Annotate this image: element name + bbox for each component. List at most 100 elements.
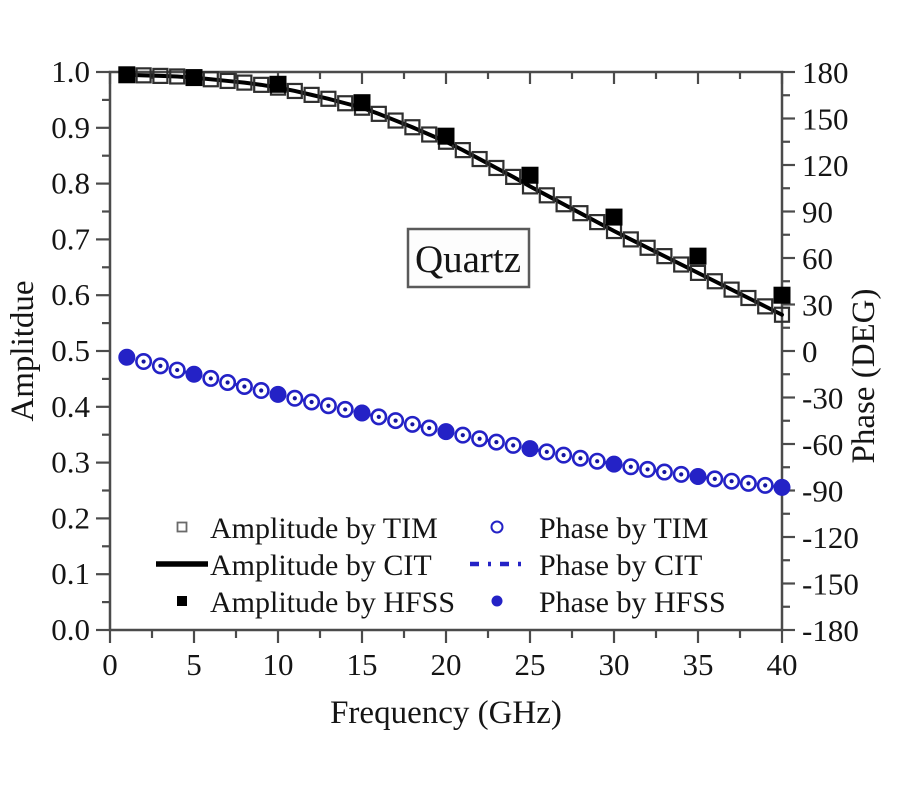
cit-phase-dot xyxy=(679,472,684,477)
right-tick-label: 180 xyxy=(802,55,849,90)
hfss-phase-marker xyxy=(689,468,707,485)
cit-phase-dot xyxy=(662,469,667,475)
right-tick-label: -60 xyxy=(802,427,843,462)
cit-phase-dot xyxy=(578,456,583,461)
legend-entry-label: Amplitude by TIM xyxy=(210,512,438,545)
left-tick-label: 0.5 xyxy=(51,333,90,368)
cit-phase-dot xyxy=(494,440,499,445)
tim-amplitude-marker xyxy=(706,273,723,290)
tim-amplitude-marker xyxy=(320,90,337,107)
tim-amplitude-marker xyxy=(773,306,791,323)
tim-amplitude-marker xyxy=(286,82,303,100)
tim-amplitude-marker xyxy=(169,68,186,85)
left-tick-label: 0.0 xyxy=(51,612,90,647)
tim-amplitude-marker xyxy=(370,105,387,122)
left-tick-label: 0.7 xyxy=(51,221,90,256)
tim-amplitude-marker xyxy=(337,95,354,112)
cit-phase-dotted-line xyxy=(126,355,783,489)
cit-phase-dot xyxy=(208,376,213,381)
hfss-amplitude-marker xyxy=(118,66,136,84)
right-tick-label: 30 xyxy=(802,288,833,323)
hfss-amplitude-marker xyxy=(185,69,203,87)
tim-amplitude-marker xyxy=(572,205,589,222)
hfss-amplitude-marker xyxy=(437,127,455,145)
tim-amplitude-marker xyxy=(135,67,152,84)
series-phase-by-cit xyxy=(126,355,783,489)
right-axis-label: Phase (DEG) xyxy=(846,288,882,463)
tim-amplitude-marker xyxy=(219,72,236,90)
cit-phase-dot xyxy=(376,414,381,419)
right-tick-label: -90 xyxy=(802,474,843,509)
hfss-phase-marker xyxy=(185,366,203,383)
tim-amplitude-marker xyxy=(673,256,690,273)
x-tick-label: 0 xyxy=(102,647,118,682)
legend-filled-circle-icon xyxy=(491,595,503,607)
tim-amplitude-marker xyxy=(555,196,572,213)
x-tick-label: 5 xyxy=(186,647,202,682)
series-amplitude-by-hfss xyxy=(118,66,791,304)
left-tick-label: 0.3 xyxy=(51,445,90,480)
left-tick-label: 0.2 xyxy=(51,500,90,535)
hfss-amplitude-marker xyxy=(353,94,371,112)
legend-open-square-icon xyxy=(176,521,188,533)
material-label-border xyxy=(406,227,531,289)
left-axis: 1.0 0.9 0.8 0.7 0.6 0.5 0.4 0.3 0.2 0.1 0.0 xyxy=(51,54,110,647)
tim-amplitude-marker xyxy=(387,112,404,129)
cit-phase-dot xyxy=(292,396,297,401)
x-tick-label: 25 xyxy=(515,647,546,682)
legend-entry-label: Amplitude by CIT xyxy=(210,549,432,582)
legend-entry-phase-by-hfss: Phase by HFSS xyxy=(491,586,726,619)
tim-amplitude-marker xyxy=(589,214,606,231)
cit-phase-dot xyxy=(746,481,751,486)
tim-amplitude-marker xyxy=(639,239,656,256)
tim-amplitude-marker xyxy=(757,298,774,315)
left-tick-label: 1.0 xyxy=(51,54,90,89)
cit-phase-dot xyxy=(645,467,650,472)
cit-phase-dot xyxy=(763,483,768,488)
left-tick-label: 0.6 xyxy=(51,277,90,312)
tim-amplitude-marker xyxy=(421,126,438,143)
tim-amplitude-marker xyxy=(152,67,169,85)
hfss-amplitude-marker xyxy=(689,247,707,265)
hfss-amplitude-marker xyxy=(773,286,791,304)
tim-amplitude-marker xyxy=(538,187,555,204)
cit-phase-dot xyxy=(141,359,146,364)
hfss-amplitude-marker xyxy=(605,208,623,226)
legend-open-circle-icon xyxy=(490,520,504,534)
cit-phase-dot xyxy=(259,388,264,393)
x-axis-label: Frequency (GHz) xyxy=(330,695,562,731)
right-tick-label: -180 xyxy=(802,613,859,648)
tim-amplitude-marker xyxy=(404,119,421,136)
hfss-phase-marker xyxy=(269,386,287,403)
cit-phase-dot xyxy=(544,449,549,455)
hfss-amplitude-marker xyxy=(521,166,539,184)
right-tick-label: -30 xyxy=(802,381,843,416)
tim-amplitude-marker xyxy=(656,248,673,265)
legend-entry-phase-by-tim: Phase by TIM xyxy=(490,512,708,545)
series-amplitude-by-cit xyxy=(124,72,784,317)
hfss-phase-marker xyxy=(353,404,371,422)
tim-amplitude-marker xyxy=(471,150,488,168)
x-tick-label: 30 xyxy=(599,647,630,682)
cit-phase-dot xyxy=(628,464,633,469)
cit-phase-dot xyxy=(175,367,180,373)
x-tick-label: 10 xyxy=(263,647,294,682)
x-tick-label: 20 xyxy=(431,647,462,682)
tim-amplitude-marker xyxy=(689,264,707,281)
legend: Amplitude by TIM Amplitude by CIT Amplitud… xyxy=(156,512,726,619)
right-tick-label: 90 xyxy=(802,195,833,230)
legend-entry-amplitude-by-tim: Amplitude by TIM xyxy=(176,512,438,545)
cit-phase-dot xyxy=(460,433,465,438)
cit-phase-dot xyxy=(225,380,230,385)
hfss-amplitude-marker xyxy=(269,75,287,93)
hfss-phase-marker xyxy=(437,423,455,440)
legend-entry-label: Phase by CIT xyxy=(539,549,702,582)
right-tick-label: -150 xyxy=(802,567,859,602)
right-tick-label: -120 xyxy=(802,520,859,555)
right-tick-label: 120 xyxy=(802,148,849,183)
left-tick-label: 0.8 xyxy=(51,166,90,201)
cit-phase-dot xyxy=(561,453,566,458)
cit-phase-dot xyxy=(158,363,163,368)
x-tick-label: 15 xyxy=(347,647,378,682)
